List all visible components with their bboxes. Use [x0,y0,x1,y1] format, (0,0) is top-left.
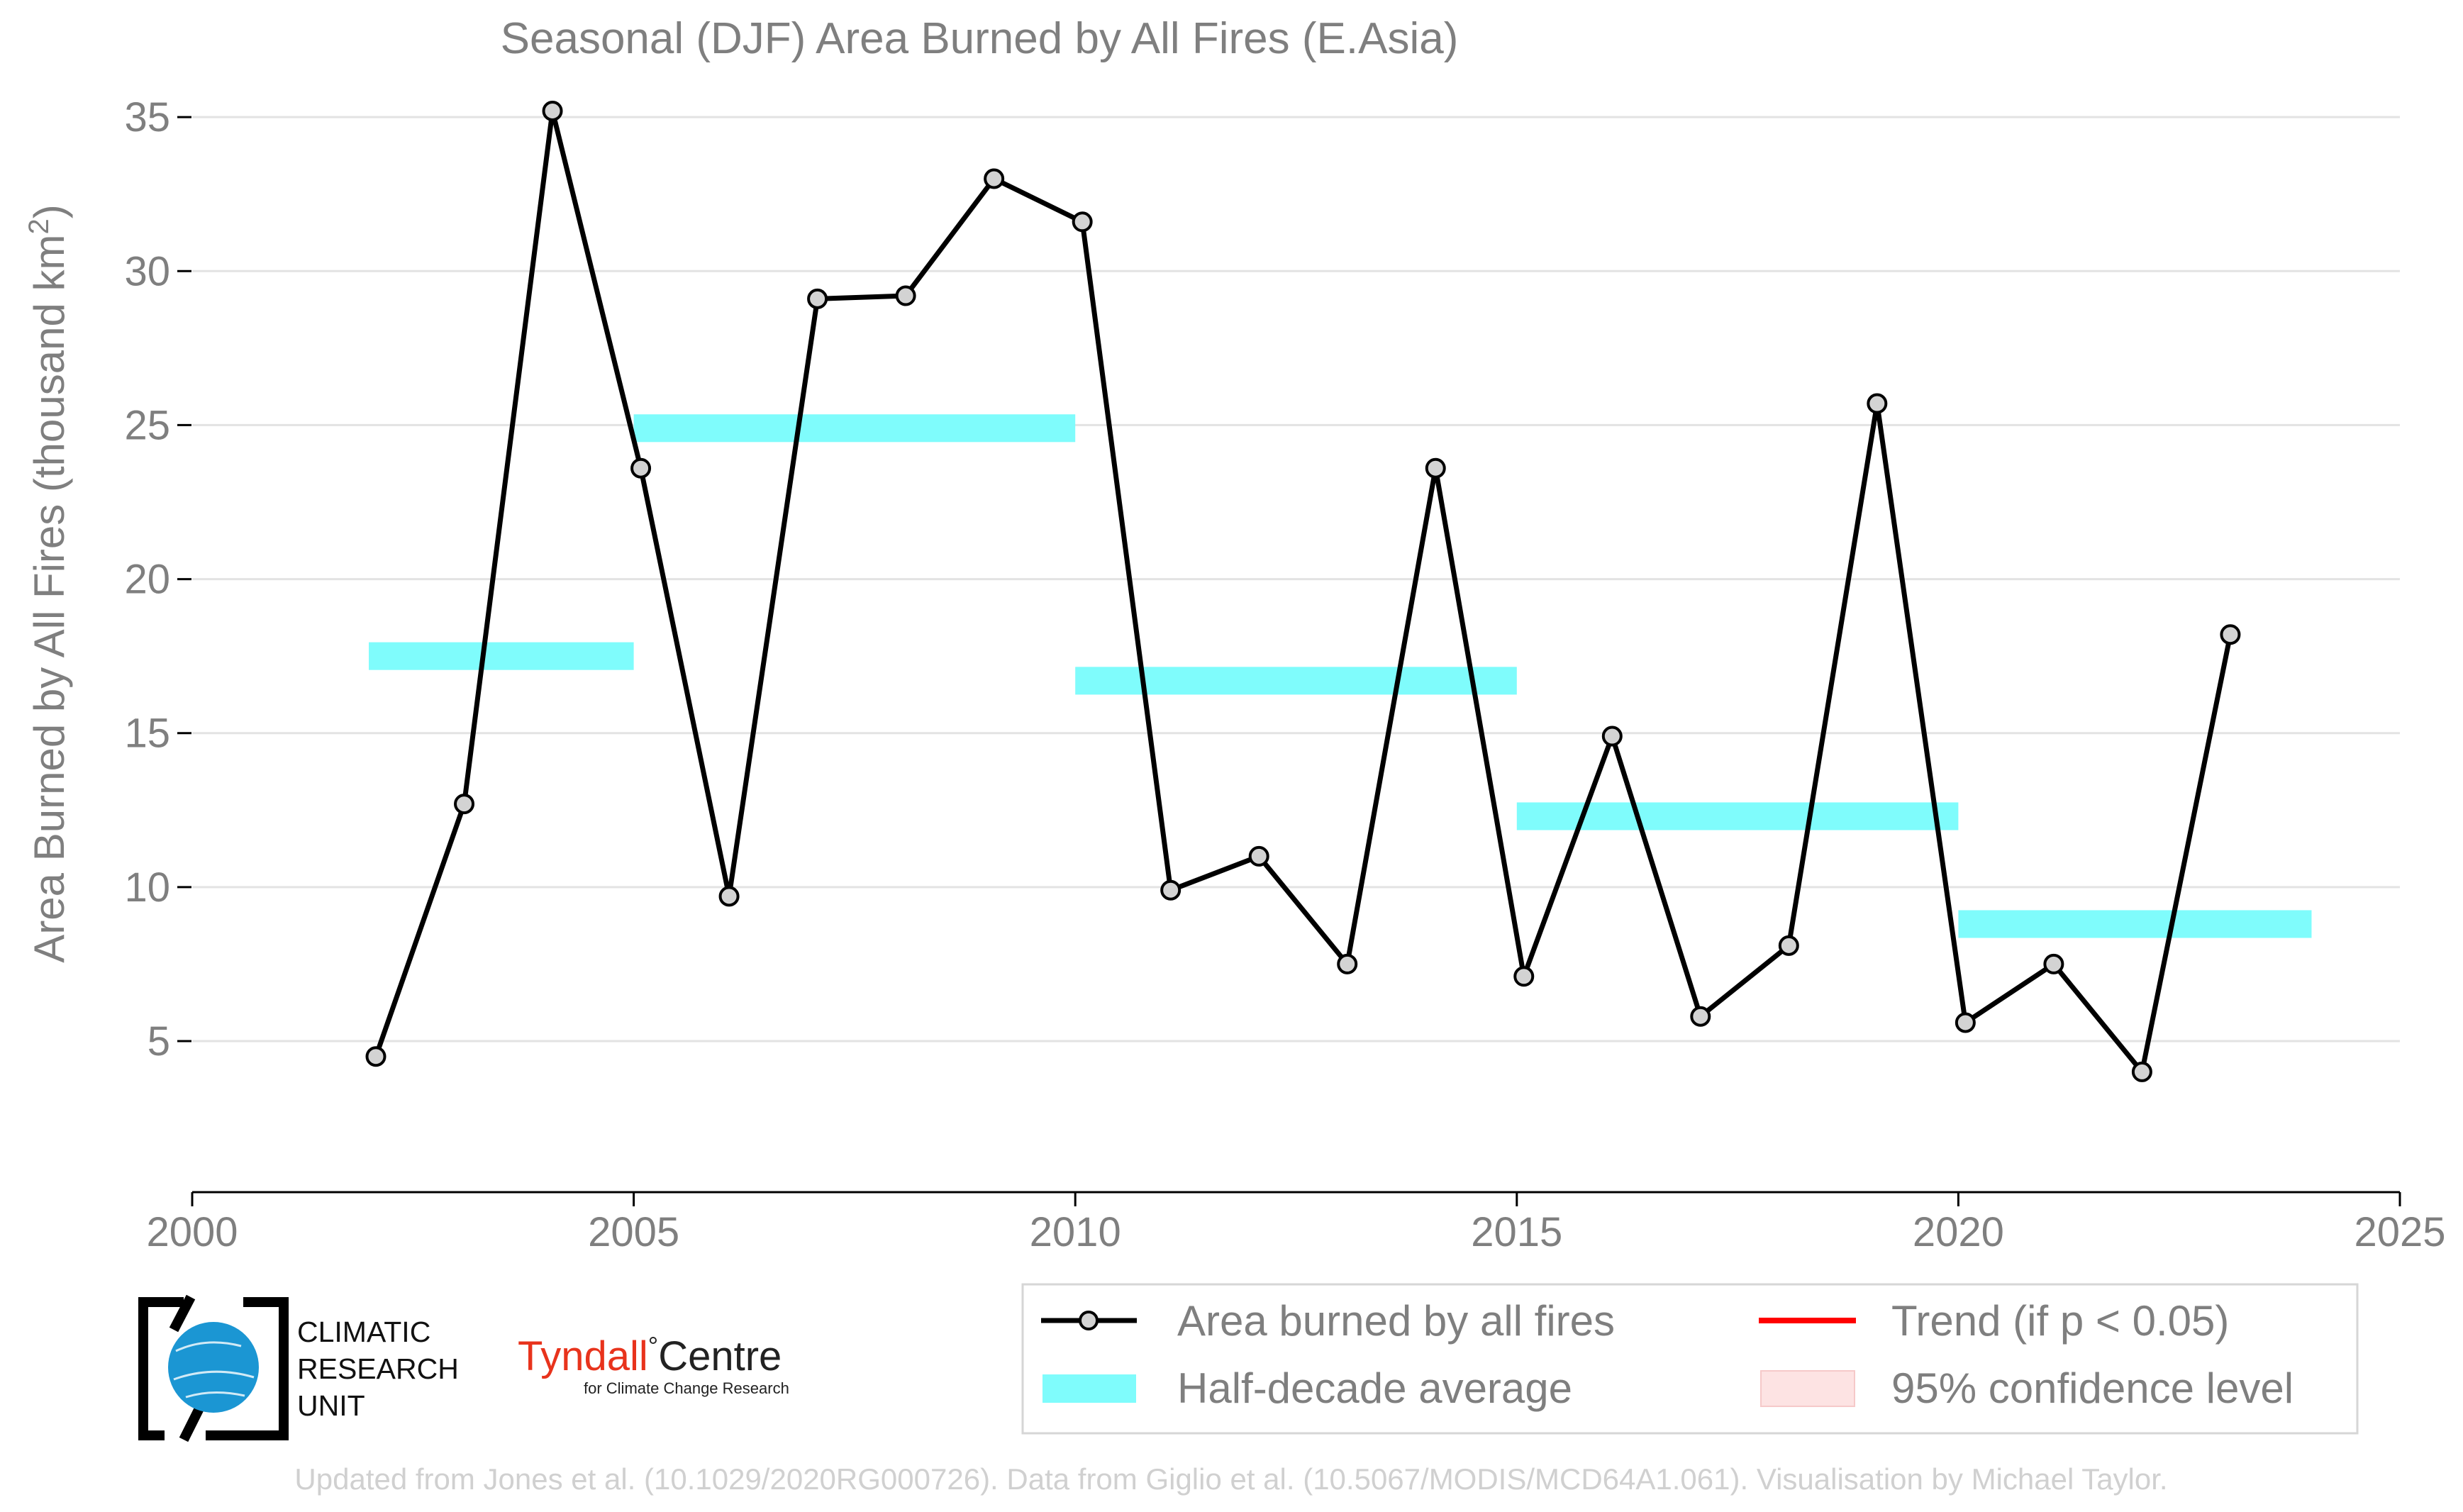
data-point-2012 [1250,847,1268,865]
legend-label-half-decade: Half-decade average [1177,1364,1572,1412]
cru-name-line1: CLIMATIC [297,1316,430,1348]
data-point-2015 [1515,967,1533,985]
data-point-2011 [1162,882,1179,899]
tyndall-subtitle: for Climate Change Research [584,1379,789,1397]
x-tick-label-2020: 2020 [1913,1209,2004,1255]
y-axis-label: Area Burned by All Fires (thousand km2) [23,204,73,962]
cru-logo: CLIMATIC RESEARCH UNIT [143,1297,459,1440]
legend: Area burned by all fires Half-decade ave… [1023,1284,2357,1433]
data-point-2020 [1957,1013,1974,1031]
data-point-2023 [2221,626,2239,643]
half-decade-band-2002-2005 [369,643,634,670]
cru-slash-bottom [184,1406,201,1440]
data-point-2007 [808,290,826,308]
data-point-2016 [1603,728,1621,745]
half-decade-bands [369,414,2311,938]
data-point-2018 [1780,937,1798,955]
data-point-2005 [632,460,650,477]
data-point-2017 [1691,1008,1709,1025]
legend-confidence-swatch [1761,1371,1855,1406]
x-tick-label-2000: 2000 [146,1209,238,1255]
data-point-2019 [1868,395,1886,413]
y-tick-label-15: 15 [124,711,170,757]
x-tick-label-2025: 2025 [2354,1209,2445,1255]
footer-credit: Updated from Jones et al. (10.1029/2020R… [294,1462,2167,1496]
y-ticks: 5 10 15 20 25 30 35 [124,94,191,1064]
data-point-2022 [2133,1063,2151,1081]
x-tick-label-2015: 2015 [1471,1209,1562,1255]
y-tick-label-20: 20 [124,557,170,603]
half-decade-band-2020-2024 [1958,910,2311,938]
data-point-2014 [1427,460,1445,477]
data-point-2013 [1338,955,1356,973]
cru-name-line3: UNIT [297,1389,365,1422]
x-tick-label-2010: 2010 [1030,1209,1121,1255]
tyndall-wordmark: Tyndall°Centre [518,1331,782,1379]
series-line [376,111,2230,1072]
legend-marker-swatch [1080,1312,1097,1329]
tyndall-logo: Tyndall°Centre for Climate Change Resear… [518,1331,789,1397]
y-tick-label-25: 25 [124,402,170,448]
y-tick-label-5: 5 [148,1018,170,1064]
half-decade-band-2005-2010 [634,414,1076,442]
legend-band-swatch [1043,1374,1136,1403]
data-point-2006 [721,887,738,905]
chart-title: Seasonal (DJF) Area Burned by All Fires … [501,14,1459,63]
x-tick-label-2005: 2005 [588,1209,679,1255]
data-point-2004 [544,102,562,120]
data-point-2003 [455,795,473,813]
data-point-2008 [897,287,915,305]
data-point-2021 [2045,955,2062,973]
cru-name-line2: RESEARCH [297,1352,459,1385]
y-tick-label-10: 10 [124,865,170,911]
legend-label-confidence: 95% confidence level [1891,1364,2294,1412]
globe-icon [168,1322,259,1413]
data-point-2010 [1074,213,1091,230]
legend-label-trend: Trend (if p < 0.05) [1891,1297,2229,1345]
x-ticks: 2000 2005 2010 2015 2020 2025 [146,1192,2445,1255]
y-tick-label-30: 30 [124,248,170,294]
y-tick-label-35: 35 [124,94,170,140]
data-point-2002 [367,1047,385,1065]
data-point-2009 [985,170,1003,188]
legend-label-area: Area burned by all fires [1177,1297,1615,1345]
